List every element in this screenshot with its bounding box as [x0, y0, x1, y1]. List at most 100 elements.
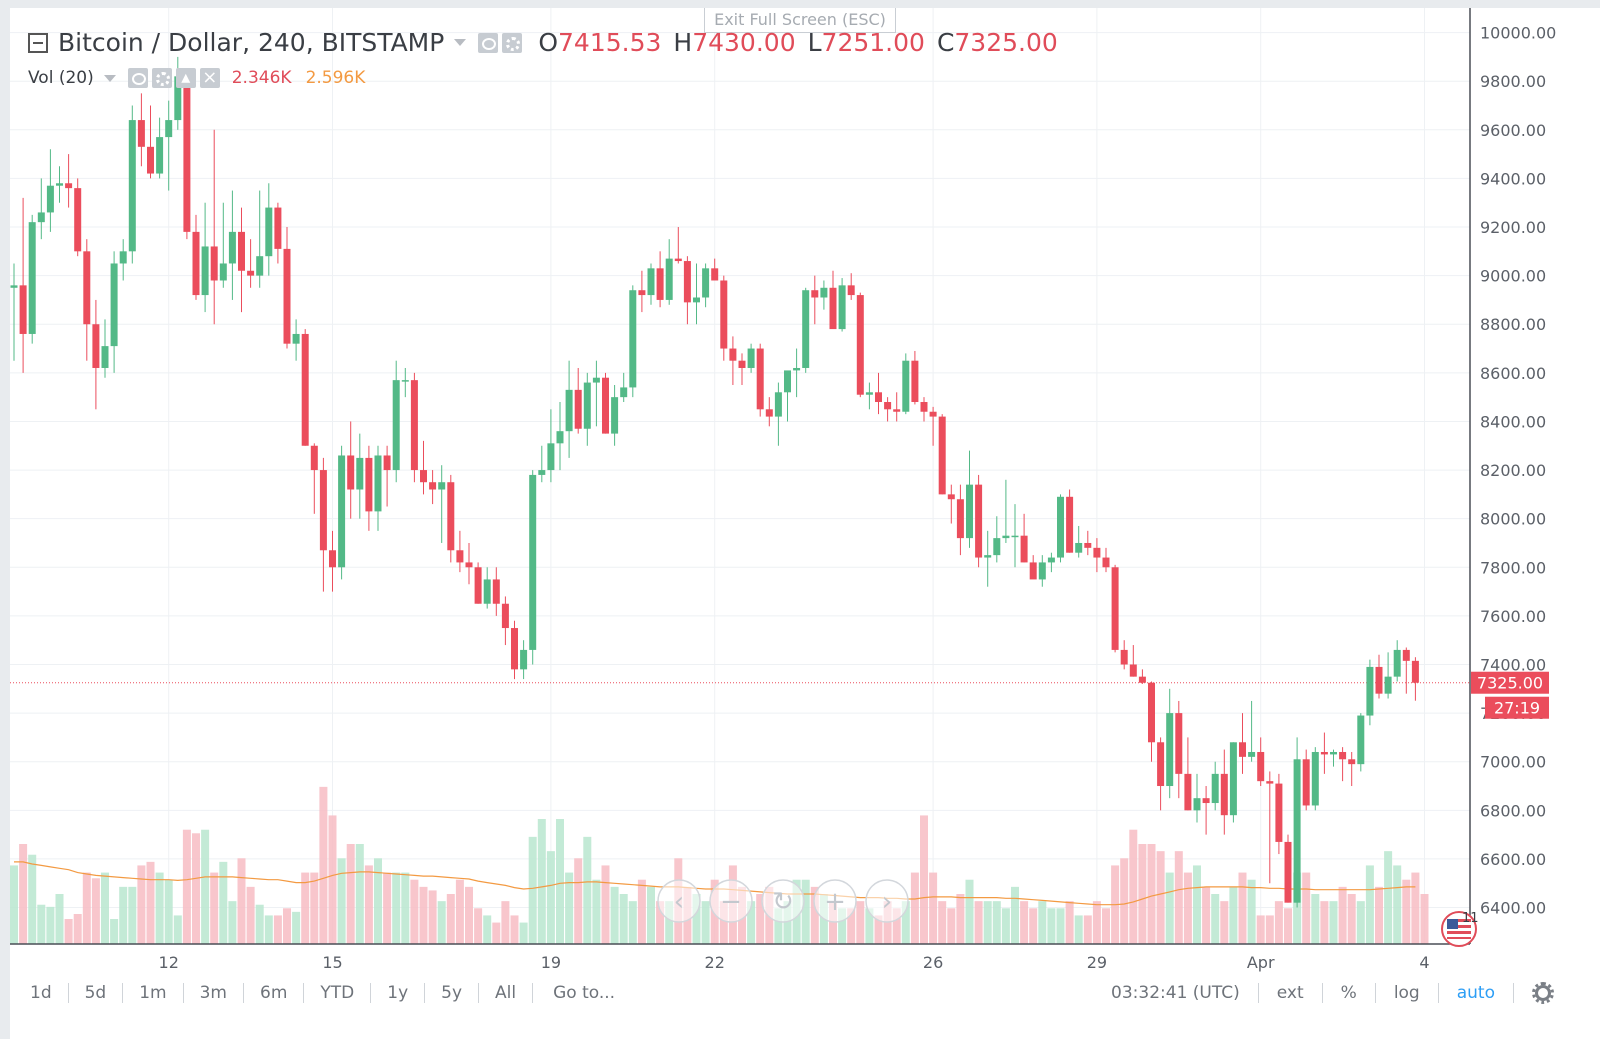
time-tick-label: Apr: [1247, 953, 1275, 972]
volume-bar: [73, 914, 82, 944]
volume-layer: [10, 786, 1429, 944]
candle-body: [592, 377, 600, 383]
volume-bar: [1202, 886, 1211, 944]
close-icon[interactable]: ×: [199, 68, 220, 88]
candle-body: [556, 431, 564, 444]
chevron-right-icon: [865, 879, 909, 923]
scroll-right-button[interactable]: ›: [865, 879, 909, 923]
candle-body: [283, 248, 291, 344]
volume-bar: [847, 908, 856, 944]
price-tick-label: 9200.00: [1480, 218, 1546, 237]
range-5d-button[interactable]: 5d: [69, 983, 124, 1003]
range-1m-button[interactable]: 1m: [123, 983, 184, 1003]
zoom-out-button[interactable]: −: [709, 879, 753, 923]
scroll-left-button[interactable]: ‹: [657, 879, 701, 923]
range-all-button[interactable]: All: [479, 983, 534, 1003]
time-tick-label: 22: [705, 953, 725, 972]
us-flag-events-icon[interactable]: [1441, 911, 1477, 947]
volume-bar: [483, 915, 492, 944]
ext-toggle[interactable]: ext: [1257, 983, 1322, 1003]
volume-bar: [419, 886, 428, 944]
candle-body: [1220, 773, 1228, 816]
volume-bar: [920, 815, 928, 944]
up-arrow-icon[interactable]: ▴: [175, 68, 196, 88]
price-tick-label: 9000.00: [1480, 267, 1546, 286]
auto-toggle[interactable]: auto: [1437, 983, 1513, 1003]
candle-body: [219, 263, 227, 281]
candle-body: [420, 470, 427, 483]
chart-frame: ‹ − ↻ + › 10000.00 9800.00 9600.00 9400.00 9200.…: [10, 8, 1600, 1039]
candle-body: [1330, 751, 1337, 755]
volume-bar: [747, 901, 756, 944]
candle-body: [956, 499, 964, 539]
eye-icon[interactable]: [127, 68, 148, 88]
utc-clock[interactable]: 03:32:41 (UTC): [1111, 983, 1240, 1003]
candle-body: [811, 290, 819, 298]
candle-body: [1293, 759, 1301, 903]
zoom-in-button[interactable]: +: [813, 879, 857, 923]
candle-body: [137, 120, 145, 147]
volume-bar: [1238, 872, 1247, 944]
plus-icon: [813, 879, 857, 923]
range-1d-button[interactable]: 1d: [10, 983, 69, 1003]
low-value: 7251.00: [821, 28, 925, 57]
go-to-button[interactable]: Go to...: [553, 983, 616, 1003]
range-3m-button[interactable]: 3m: [184, 983, 244, 1003]
volume-bar: [1174, 851, 1183, 944]
plus-icon-glyph: +: [824, 887, 846, 917]
volume-bar: [1001, 908, 1010, 944]
candle-body: [1038, 562, 1046, 580]
reset-button[interactable]: ↻: [761, 879, 805, 923]
candle-body: [247, 270, 255, 276]
chart-canvas[interactable]: ‹ − ↻ + › 10000.00 9800.00 9600.00 9400.00 9200.…: [10, 8, 1600, 1008]
volume-bar: [28, 854, 37, 944]
volume-bar: [310, 872, 319, 944]
candle-body: [774, 392, 782, 417]
volume-bar: [1356, 901, 1365, 944]
candle-body: [929, 411, 937, 417]
candle-body: [501, 603, 509, 629]
gear-icon[interactable]: [1532, 982, 1554, 1004]
candle-body: [1138, 676, 1146, 683]
exit-fullscreen-button[interactable]: Exit Full Screen (ESC): [704, 8, 896, 33]
candle-body: [1129, 664, 1137, 677]
candle-body: [19, 285, 27, 334]
range-6m-button[interactable]: 6m: [244, 983, 305, 1003]
eye-icon[interactable]: [478, 32, 499, 53]
volume-bar: [647, 886, 655, 944]
candle-body: [492, 579, 500, 604]
volume-bar: [492, 922, 501, 944]
price-tick-label: 8400.00: [1480, 412, 1546, 431]
gear-icon[interactable]: [151, 68, 172, 88]
volume-bar: [801, 879, 810, 944]
volume-bar: [810, 886, 819, 944]
candle-body: [65, 183, 73, 189]
percent-toggle[interactable]: %: [1321, 983, 1375, 1003]
volume-bar: [1347, 894, 1356, 944]
volume-bar: [1120, 858, 1129, 944]
log-toggle[interactable]: log: [1374, 983, 1438, 1003]
candle-body: [729, 348, 737, 361]
gear-icon[interactable]: [502, 32, 523, 53]
chevron-down-icon[interactable]: [454, 39, 467, 46]
collapse-icon[interactable]: [28, 32, 48, 53]
range-5y-button[interactable]: 5y: [425, 983, 480, 1003]
volume-value: 2.346K: [231, 68, 292, 88]
candle-body: [693, 297, 700, 303]
volume-label: Vol (20): [28, 68, 94, 88]
volume-bar: [1311, 894, 1320, 944]
axis-layer: 10000.00 9800.00 9600.00 9400.00 9200.00 9000…: [10, 8, 1556, 972]
volume-bar: [838, 908, 847, 944]
candle-body: [429, 482, 437, 490]
range-ytd-button[interactable]: YTD: [304, 983, 372, 1003]
candle-body: [565, 389, 573, 432]
time-tick-label: 29: [1087, 953, 1107, 972]
last-price-badge: [1471, 671, 1549, 694]
chevron-down-icon[interactable]: [103, 74, 116, 82]
volume-bar: [756, 894, 765, 944]
volume-bar: [1302, 872, 1311, 944]
range-1y-button[interactable]: 1y: [371, 983, 426, 1003]
events-count: 11: [1462, 911, 1479, 926]
volume-bar: [856, 901, 865, 944]
candle-body: [210, 246, 218, 281]
